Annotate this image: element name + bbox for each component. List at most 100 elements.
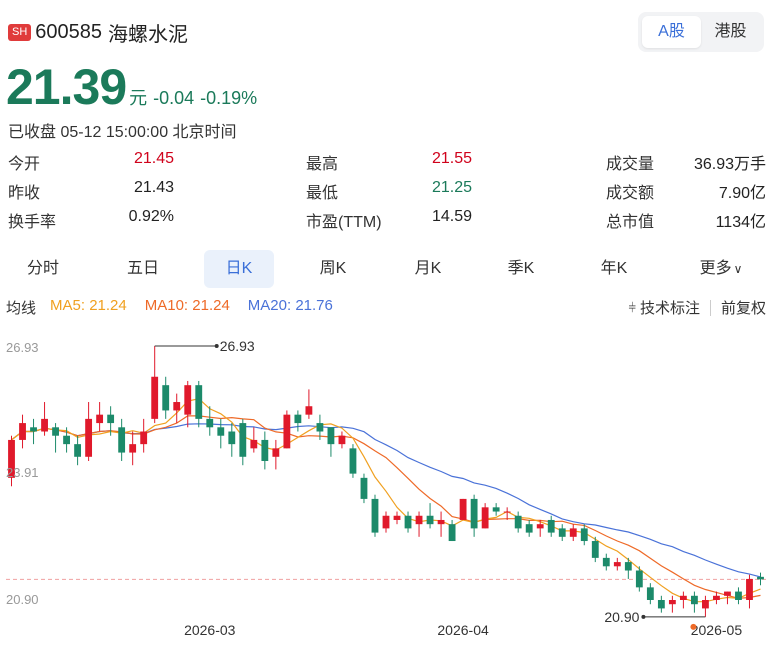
tab-intraday[interactable]: 分时 — [26, 260, 59, 277]
candle — [679, 591, 687, 609]
adjust-button[interactable]: 前复权 — [720, 300, 766, 317]
indicator-icon: ⫩ — [628, 299, 636, 315]
candle-body — [107, 414, 115, 424]
max-pointer-dot — [214, 344, 219, 348]
candle-body — [228, 431, 236, 445]
candle — [316, 414, 324, 440]
candle — [129, 431, 137, 466]
tab-quarterly-k[interactable]: 季K — [507, 260, 535, 277]
candle-body — [19, 423, 26, 440]
market-toggle: A股 港股 — [638, 12, 764, 52]
candle-body — [283, 414, 291, 449]
candle — [646, 583, 654, 605]
tab-yearly-k[interactable]: 年K — [600, 260, 628, 277]
a-share-tab[interactable]: A股 — [642, 16, 701, 48]
candle — [272, 439, 280, 470]
tab-daily-k[interactable]: 日K — [204, 250, 274, 288]
candle — [96, 402, 104, 432]
candle-body — [272, 448, 280, 457]
tab-monthly-k[interactable]: 月K — [414, 260, 442, 277]
candle — [437, 511, 445, 537]
stat-label: 昨收 — [8, 185, 41, 202]
hk-share-tab[interactable]: 港股 — [714, 23, 747, 40]
stat-label: 最低 — [306, 185, 339, 202]
candle — [735, 587, 742, 605]
stat-value: 21.55 — [431, 150, 472, 167]
stat-label: 成交量 — [606, 156, 655, 173]
technical-indicator-button[interactable]: 技术标注 — [639, 300, 700, 317]
max-price-label: 26.93 — [220, 338, 255, 354]
candle — [492, 503, 500, 516]
candle — [624, 557, 632, 579]
candle-body — [217, 427, 225, 436]
candle-body — [327, 427, 335, 445]
min-price-label: 20.90 — [604, 609, 639, 625]
stock-code: 600585 — [35, 21, 103, 43]
candle — [382, 511, 390, 533]
candle-body — [757, 576, 764, 580]
candle — [140, 418, 148, 453]
candle-body — [206, 418, 214, 428]
ma10-value: MA10: 21.24 — [144, 297, 230, 314]
candle-body — [415, 515, 423, 525]
candle-body — [52, 427, 59, 436]
candle — [52, 423, 59, 453]
stat-value: 36.93万手 — [693, 156, 766, 173]
stat-label: 总市值 — [606, 214, 655, 231]
candle-body — [426, 515, 434, 525]
candle-body — [250, 439, 258, 449]
kline-chart[interactable]: 26.93 23.91 20.90 2026-03 2026-04 2026-05 26.9… — [0, 330, 776, 655]
x-tick-label: 2026-04 — [437, 622, 489, 638]
candle — [74, 435, 82, 466]
candle — [657, 595, 665, 613]
candle-body — [305, 406, 313, 415]
x-tick-label: 2026-05 — [691, 622, 743, 638]
candle-body — [735, 591, 742, 600]
stat-value: 7.90亿 — [718, 185, 766, 202]
candle-body — [360, 477, 368, 499]
candle-body — [558, 528, 566, 537]
tab-five-day[interactable]: 五日 — [126, 260, 159, 277]
candle-body — [393, 515, 401, 520]
candle-body — [261, 439, 269, 461]
tab-more[interactable]: 更多 ∨ — [686, 250, 756, 288]
stat-value: 1134亿 — [715, 214, 766, 231]
candle — [591, 536, 599, 563]
ma5-line — [11, 398, 761, 603]
candle-body — [338, 435, 346, 445]
candle — [459, 498, 467, 520]
chevron-down-icon: ∨ — [733, 262, 743, 276]
period-tabs: 分时 五日 日K 周K 月K 季K 年K 更多 ∨ — [0, 250, 776, 288]
candle-body — [624, 562, 632, 571]
stat-label: 成交额 — [606, 185, 655, 202]
stat-label: 换手率 — [8, 214, 57, 231]
candle-body — [459, 498, 467, 520]
candle — [360, 473, 368, 504]
candle — [558, 524, 566, 542]
ma20-value: MA20: 21.76 — [247, 297, 333, 314]
candle — [746, 574, 753, 609]
candle — [228, 423, 236, 457]
candle-body — [569, 528, 577, 537]
candle — [404, 511, 412, 533]
candle — [41, 402, 48, 436]
candle-body — [30, 427, 37, 432]
candle — [239, 418, 247, 466]
candle-body — [724, 591, 731, 596]
candle-body — [173, 402, 181, 411]
tab-weekly-k[interactable]: 周K — [319, 260, 347, 277]
price-unit: 元 — [129, 88, 148, 108]
candle — [470, 494, 478, 537]
current-price: 21.39 — [6, 59, 127, 115]
price-change: -0.04 — [153, 88, 195, 108]
quote-stats: 今开 21.45 昨收 21.43 换手率 0.92% 最高 21.55 最低 … — [0, 150, 776, 240]
price-change-percent: -0.19% — [200, 88, 258, 108]
candle — [613, 557, 621, 571]
candle-body — [481, 507, 489, 529]
candle — [30, 418, 37, 445]
candle-body — [613, 562, 621, 567]
candle-body — [349, 448, 357, 474]
stat-value: 0.92% — [128, 208, 174, 225]
ma5-value: MA5: 21.24 — [50, 297, 127, 314]
candle — [724, 591, 731, 605]
